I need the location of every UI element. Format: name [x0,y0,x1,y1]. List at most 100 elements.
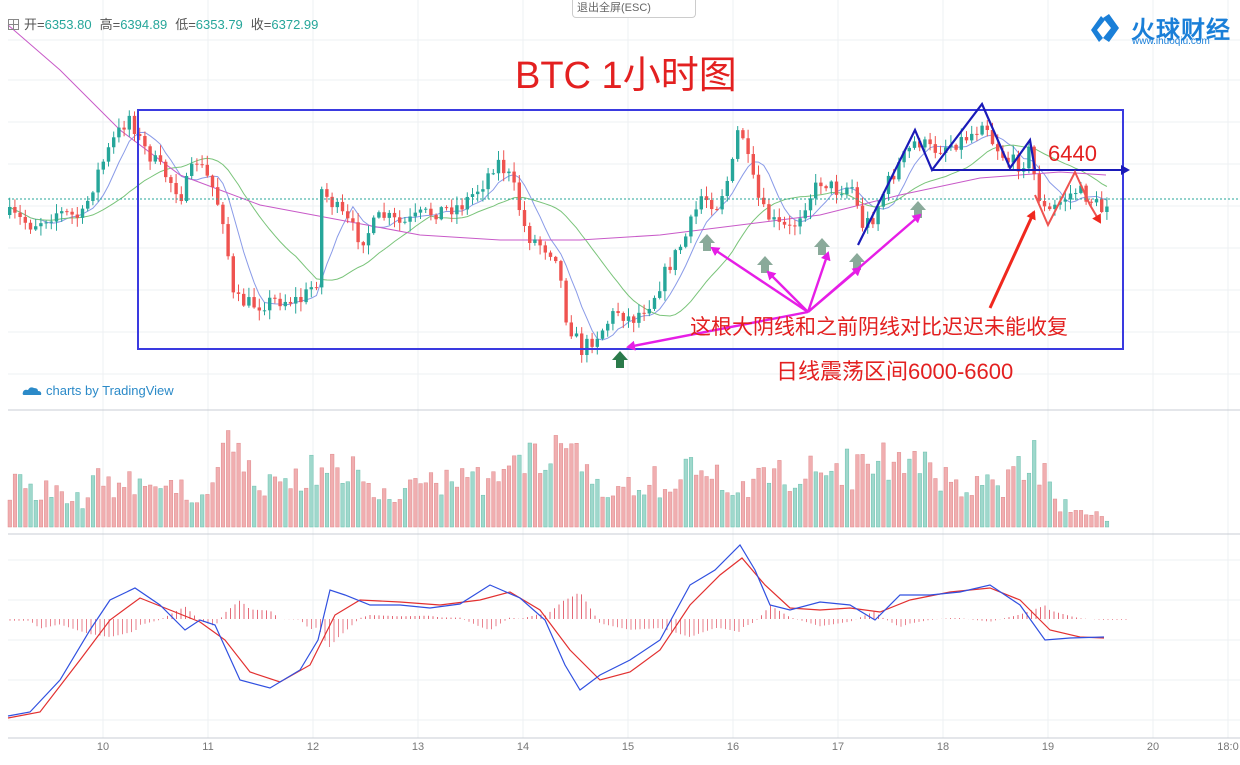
candle-body [164,161,168,178]
candle-body [413,212,417,217]
x-tick-label: 15 [621,741,635,753]
volume-bar [335,467,340,528]
volume-bar [683,458,688,528]
candle-body [86,200,90,209]
volume-bar [454,486,460,528]
candle [330,192,334,215]
candle-body [476,191,480,195]
candle [195,158,199,172]
exit-fullscreen-button[interactable]: 退出全屏(ESC) [572,0,696,18]
pink-annotation-arrow [806,251,831,313]
candle [595,331,599,355]
candle [1089,198,1093,206]
candle [54,204,59,231]
volume-bar [714,464,720,528]
candle-body [424,208,428,210]
volume-bar [371,497,376,528]
candle [1105,197,1109,220]
candle-body [236,292,241,294]
candle-body [897,162,901,180]
candle [418,206,423,220]
candle [190,157,194,180]
candle-body [1053,204,1057,210]
volume-bar [881,442,886,528]
candle [491,169,495,176]
volume-bar [449,481,454,528]
low-label: 低= [175,17,196,32]
volume-bar [90,475,96,528]
volume-bar [1016,456,1021,528]
volume-bar [220,442,226,528]
candle-body [606,323,610,331]
ohlc-readout: 开=6353.80 高=6394.89 低=6353.79 收=6372.99 [8,14,326,33]
volume-bar [782,484,787,528]
candle-body [39,223,43,227]
volume-bar [439,494,444,528]
volume-bar [33,500,38,528]
volume-bar [844,448,850,528]
candle-body [356,222,360,243]
candle-body [122,127,126,130]
candle-body [221,204,225,225]
candle-body [340,201,345,212]
candle-body [881,194,885,207]
candle [247,287,251,308]
candle [465,192,469,215]
volume-bar [158,488,163,528]
ma-mid-line [9,144,1108,317]
candle [179,186,183,205]
grid-lines [8,0,1240,738]
volume-bar [241,471,246,528]
candle [8,197,12,219]
candle [829,180,833,195]
candle [294,287,298,314]
crosshair-icon[interactable] [8,19,19,30]
volume-bar [319,467,324,528]
candle [96,162,100,202]
candle-body [304,289,308,303]
candle [762,187,766,208]
volume-bar [402,488,408,528]
candle-body [507,171,511,174]
volume-bar [1104,520,1110,528]
volume-bar [787,491,792,528]
candle-body [132,115,137,135]
candle [460,198,464,216]
candle-body [257,307,261,311]
candle [44,220,48,229]
volume-bar [1068,512,1073,528]
candle [455,196,459,224]
volume-bar [662,489,668,528]
candle [933,136,937,159]
candle [1100,191,1104,214]
volume-bar [475,467,480,528]
candle [673,248,677,276]
volume-bar [397,499,402,528]
candle-body [444,207,449,209]
candle [569,315,573,339]
candle-body [1016,154,1021,172]
candle [205,155,209,178]
candle-body [663,266,667,292]
candle [543,241,547,260]
volume-bar [907,458,912,528]
candle-body [782,221,787,225]
candle [1042,194,1047,212]
candle [975,126,979,141]
volume-bar [938,490,943,528]
candle-body [912,141,917,148]
candle [824,184,828,192]
volume-bar [1094,511,1099,528]
tradingview-watermark[interactable]: charts by TradingView [22,383,174,398]
candle [959,128,963,159]
candle [684,233,688,249]
candle-body [502,159,506,174]
brand-name: 火球财经 [1131,17,1231,44]
volume-bar [569,443,574,528]
candle-body [460,205,464,210]
candle [621,311,625,329]
candle-body [574,333,579,337]
candle [730,157,735,183]
candle [1048,202,1052,211]
